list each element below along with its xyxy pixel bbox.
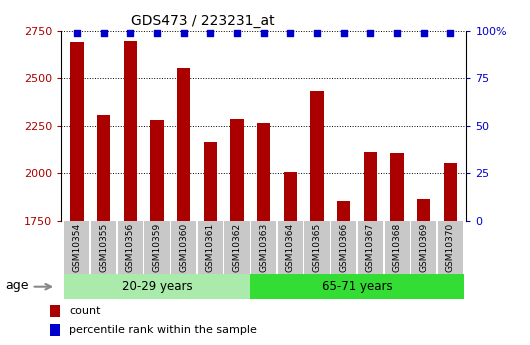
- Bar: [250, 274, 464, 299]
- Point: [286, 30, 295, 36]
- Text: GSM10365: GSM10365: [313, 223, 322, 272]
- Bar: [50, 305, 60, 317]
- Bar: [331, 221, 356, 274]
- Bar: [225, 221, 250, 274]
- Bar: [177, 68, 190, 345]
- Point: [446, 30, 455, 36]
- Bar: [70, 42, 84, 345]
- Point: [339, 30, 348, 36]
- Text: GSM10360: GSM10360: [179, 223, 188, 272]
- Bar: [305, 221, 330, 274]
- Bar: [231, 119, 244, 345]
- Bar: [411, 221, 436, 274]
- Point: [233, 30, 241, 36]
- Text: GDS473 / 223231_at: GDS473 / 223231_at: [131, 14, 275, 28]
- Bar: [151, 120, 164, 345]
- Bar: [91, 221, 116, 274]
- Bar: [251, 221, 276, 274]
- Bar: [364, 151, 377, 345]
- Point: [366, 30, 375, 36]
- Bar: [65, 221, 90, 274]
- Point: [126, 30, 135, 36]
- Text: GSM10356: GSM10356: [126, 223, 135, 272]
- Bar: [204, 142, 217, 345]
- Text: 65-71 years: 65-71 years: [322, 280, 392, 293]
- Point: [100, 30, 108, 36]
- Bar: [64, 274, 250, 299]
- Text: percentile rank within the sample: percentile rank within the sample: [69, 325, 257, 335]
- Bar: [384, 221, 410, 274]
- Bar: [311, 91, 324, 345]
- Bar: [278, 221, 303, 274]
- Text: GSM10354: GSM10354: [73, 223, 82, 272]
- Point: [73, 30, 81, 36]
- Bar: [438, 221, 463, 274]
- Point: [393, 30, 401, 36]
- Bar: [97, 115, 110, 345]
- Text: GSM10361: GSM10361: [206, 223, 215, 272]
- Bar: [444, 163, 457, 345]
- Point: [419, 30, 428, 36]
- Bar: [417, 199, 430, 345]
- Bar: [171, 221, 196, 274]
- Text: GSM10363: GSM10363: [259, 223, 268, 272]
- Text: GSM10359: GSM10359: [153, 223, 162, 272]
- Point: [180, 30, 188, 36]
- Text: GSM10362: GSM10362: [233, 223, 242, 272]
- Point: [206, 30, 215, 36]
- Bar: [257, 123, 270, 345]
- Text: age: age: [5, 279, 29, 292]
- Bar: [123, 40, 137, 345]
- Text: GSM10366: GSM10366: [339, 223, 348, 272]
- Text: GSM10370: GSM10370: [446, 223, 455, 272]
- Text: GSM10364: GSM10364: [286, 223, 295, 272]
- Text: 20-29 years: 20-29 years: [122, 280, 192, 293]
- Bar: [337, 201, 350, 345]
- Text: GSM10368: GSM10368: [393, 223, 402, 272]
- Bar: [358, 221, 383, 274]
- Bar: [145, 221, 170, 274]
- Text: GSM10367: GSM10367: [366, 223, 375, 272]
- Bar: [50, 324, 60, 336]
- Bar: [284, 172, 297, 345]
- Text: GSM10355: GSM10355: [99, 223, 108, 272]
- Point: [153, 30, 161, 36]
- Point: [259, 30, 268, 36]
- Text: GSM10369: GSM10369: [419, 223, 428, 272]
- Text: count: count: [69, 306, 101, 316]
- Bar: [198, 221, 223, 274]
- Bar: [391, 154, 404, 345]
- Point: [313, 30, 321, 36]
- Bar: [118, 221, 143, 274]
